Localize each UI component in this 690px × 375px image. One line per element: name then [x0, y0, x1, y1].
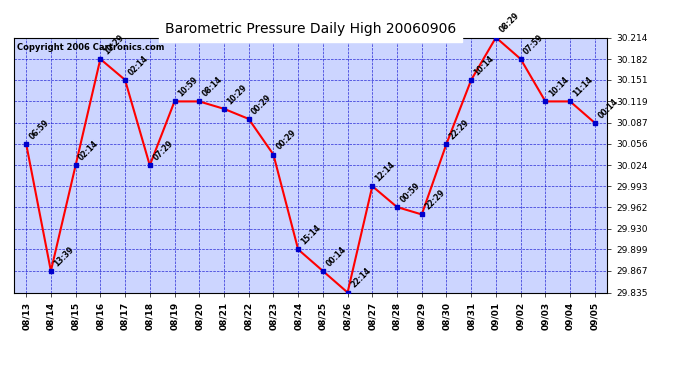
Text: 10:29: 10:29	[226, 82, 249, 106]
Text: 08:29: 08:29	[497, 11, 521, 35]
Text: 07:59: 07:59	[522, 33, 546, 56]
Text: 10:29: 10:29	[101, 33, 125, 56]
Text: Copyright 2006 Cartronics.com: Copyright 2006 Cartronics.com	[17, 43, 164, 52]
Text: 00:29: 00:29	[275, 128, 298, 152]
Text: 22:29: 22:29	[448, 118, 471, 141]
Text: 22:14: 22:14	[349, 266, 373, 290]
Text: 10:59: 10:59	[176, 75, 199, 99]
Title: Barometric Pressure Daily High 20060906: Barometric Pressure Daily High 20060906	[165, 22, 456, 36]
Text: 00:14: 00:14	[324, 245, 348, 268]
Text: 22:29: 22:29	[423, 188, 446, 211]
Text: 15:14: 15:14	[299, 224, 323, 247]
Text: 10:14: 10:14	[473, 54, 496, 77]
Text: 11:14: 11:14	[571, 75, 595, 99]
Text: 10:14: 10:14	[546, 75, 570, 99]
Text: 02:14: 02:14	[77, 139, 101, 162]
Text: 12:14: 12:14	[374, 160, 397, 183]
Text: 02:14: 02:14	[126, 54, 150, 77]
Text: 08:14: 08:14	[201, 75, 224, 99]
Text: 06:59: 06:59	[28, 118, 51, 141]
Text: 13:39: 13:39	[52, 245, 76, 268]
Text: 00:14: 00:14	[596, 97, 620, 120]
Text: 00:59: 00:59	[398, 181, 422, 204]
Text: 07:29: 07:29	[151, 139, 175, 162]
Text: 00:29: 00:29	[250, 93, 273, 116]
